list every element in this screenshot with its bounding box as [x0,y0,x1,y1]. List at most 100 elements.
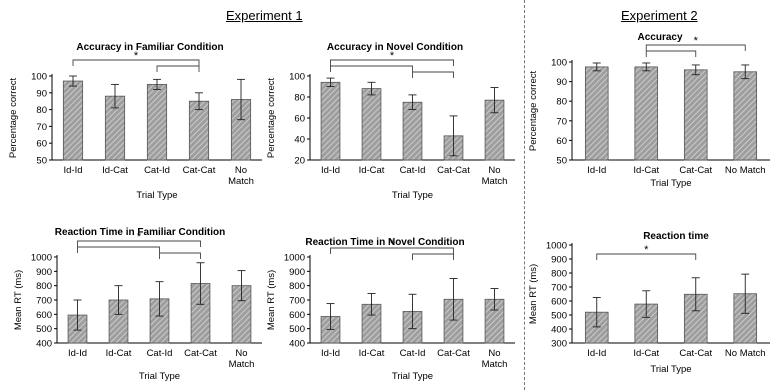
x-axis-label: Trial Type [136,190,177,201]
x-tick-label: Cat-Id [400,348,426,359]
y-tick-label: 80 [294,93,305,104]
y-tick-label: 60 [294,114,305,125]
significance-bracket [77,246,160,253]
chart-title: Reaction time [643,231,709,242]
x-tick-label: Cat-Cat [679,165,712,176]
y-tick-label: 1000 [31,253,52,264]
y-tick-label: 1000 [284,253,305,264]
chart-rt-familiar: Reaction Time in Familiar Condition 400 50… [13,227,262,382]
chart-acc-novel: Accuracy in Novel Condition 20 40 60 80 100 Pe… [266,42,515,201]
x-axis-label: Trial Type [650,178,691,189]
chart-acc-exp2: Accuracy 50 60 70 80 90 100 Percentage correct I… [528,32,770,189]
chart-rt-novel: Reaction Time in Novel Condition 400 500 60… [266,237,515,382]
chart-acc-familiar: Accuracy in Familiar Condition 50 60 70 80 90… [8,42,262,201]
x-tick-label: No Match [482,165,508,187]
x-tick-label: Cat-Cat [184,348,217,359]
y-tick-label: 400 [289,339,305,350]
y-axis-label: Percentage correct [266,78,277,159]
y-tick-label: 80 [556,97,567,108]
x-tick-label: No Match [229,348,255,370]
y-tick-label: 800 [36,281,52,292]
bar [584,66,609,161]
y-tick-label: 50 [556,156,567,167]
significance-bracket [330,247,454,254]
significance-label: * [137,231,142,243]
x-tick-label: Id-Cat [633,348,659,359]
y-tick-label: 90 [36,88,47,99]
y-tick-label: 70 [556,116,567,127]
chart-rt-exp2: Reaction time 300 400 500 600 700 800 900 1000 Me… [528,231,770,375]
x-tick-label: No Match [725,165,766,176]
experiment1-header: Experiment 1 [226,8,303,23]
y-tick-label: 600 [36,310,52,321]
y-axis-label: Percentage correct [528,71,539,152]
significance-bracket [72,59,200,66]
y-tick-label: 700 [289,296,305,307]
x-axis-label: Trial Type [392,371,433,382]
significance-label: * [390,50,395,62]
significance-label: * [134,50,139,62]
y-tick-label: 1000 [546,241,567,252]
y-tick-label: 50 [36,156,47,167]
x-tick-label: Id-Id [68,348,87,359]
y-tick-label: 60 [556,136,567,147]
y-tick-label: 600 [551,297,567,308]
x-tick-label: Cat-Id [147,348,173,359]
x-tick-label: Id-Id [321,165,340,176]
bar [683,69,708,161]
significance-bracket [645,44,746,51]
experiment-divider [524,0,525,390]
significance-bracket [330,59,454,66]
chart-title: Reaction Time in Familiar Condition [55,227,225,238]
significance-label: * [644,244,649,256]
y-axis-label: Mean RT (ms) [13,270,24,330]
bar [361,88,382,161]
y-tick-label: 400 [36,339,52,350]
y-tick-label: 700 [36,296,52,307]
y-tick-label: 500 [36,324,52,335]
x-tick-label: Id-Cat [633,165,659,176]
y-tick-label: 700 [551,283,567,294]
significance-bracket [412,253,454,260]
significance-bracket [330,65,413,72]
x-tick-label: Cat-Id [144,165,170,176]
y-tick-label: 100 [289,72,305,83]
y-tick-label: 40 [294,135,305,146]
x-tick-label: Id-Id [63,165,82,176]
x-tick-label: Id-Cat [359,165,385,176]
x-tick-label: Cat-Cat [679,348,712,359]
y-tick-label: 900 [289,267,305,278]
significance-label: * [694,35,699,47]
significance-bracket [159,252,201,259]
y-tick-label: 800 [289,281,305,292]
significance-bracket [156,65,200,72]
y-tick-label: 500 [551,311,567,322]
x-tick-label: Id-Id [587,348,606,359]
y-tick-label: 900 [36,267,52,278]
significance-label: * [390,238,395,250]
bar [733,71,758,161]
significance-bracket [412,71,454,78]
y-tick-label: 300 [551,339,567,350]
chart-title: Accuracy in Familiar Condition [76,42,223,53]
x-tick-label: Cat-Cat [183,165,216,176]
x-tick-label: Id-Cat [102,165,128,176]
x-tick-label: Id-Cat [359,348,385,359]
x-tick-label: No Match [228,165,254,187]
y-tick-label: 90 [556,77,567,88]
y-tick-label: 900 [551,255,567,266]
x-tick-label: No Match [482,348,508,370]
x-tick-label: Cat-Cat [437,348,470,359]
x-axis-label: Trial Type [650,364,691,375]
bar [62,80,84,161]
y-tick-label: 500 [289,324,305,335]
y-axis-label: Percentage correct [8,78,19,159]
y-axis-label: Mean RT (ms) [528,264,539,324]
bar [146,84,168,161]
x-axis-label: Trial Type [392,190,433,201]
bar [320,81,341,161]
significance-bracket [596,253,697,260]
chart-title: Accuracy [637,32,682,43]
